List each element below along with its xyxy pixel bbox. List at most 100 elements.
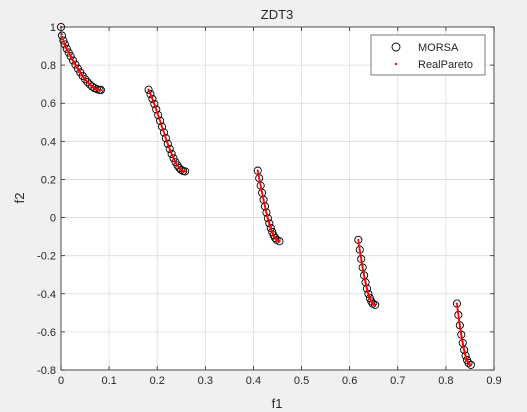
real-pareto-point: [360, 262, 364, 265]
real-pareto-point: [456, 304, 459, 307]
y-axis-title: f2: [12, 193, 27, 204]
real-pareto-point: [359, 251, 362, 255]
morsa-point: [71, 60, 80, 69]
y-tick-label: -0.8: [37, 365, 56, 377]
real-pareto-point: [258, 177, 261, 180]
real-pareto-point: [153, 103, 156, 106]
real-pareto-point: [164, 136, 167, 139]
real-pareto-point: [457, 313, 460, 316]
real-pareto-point: [260, 189, 263, 193]
morsa-point: [152, 105, 161, 114]
real-pareto-series: [59, 25, 473, 367]
real-pareto-point: [257, 171, 260, 174]
morsa-point: [165, 144, 174, 154]
morsa-point: [150, 99, 159, 109]
real-pareto-point: [156, 112, 159, 115]
real-pareto-point: [456, 308, 459, 311]
legend-realpareto-label: RealPareto: [418, 59, 473, 71]
x-tick-label: 0: [58, 375, 64, 387]
morsa-point: [466, 360, 475, 369]
real-pareto-point: [61, 38, 65, 41]
real-pareto-point: [152, 102, 156, 105]
real-pareto-point: [361, 264, 364, 267]
y-tick-label: 0.6: [41, 98, 56, 110]
real-pareto-point: [157, 114, 160, 117]
chart-title: ZDT3: [261, 7, 294, 22]
real-pareto-point: [155, 110, 159, 113]
morsa-point: [62, 44, 71, 53]
real-pareto-point: [358, 250, 362, 253]
real-pareto-point: [360, 257, 363, 260]
legend: MORSA RealPareto: [370, 34, 486, 76]
axes-box: [60, 26, 495, 371]
real-pareto-point: [166, 143, 170, 146]
real-pareto-point: [262, 198, 265, 201]
morsa-point: [146, 90, 155, 99]
real-pareto-point: [357, 242, 360, 245]
real-pareto-point: [358, 244, 361, 247]
y-tick-label: -0.2: [37, 251, 56, 263]
real-pareto-point: [456, 309, 459, 313]
real-pareto-point: [358, 246, 361, 249]
morsa-point: [161, 134, 170, 143]
real-pareto-point: [259, 184, 262, 187]
real-pareto-point: [360, 259, 363, 262]
real-pareto-point: [458, 321, 461, 325]
real-pareto-point: [163, 134, 167, 137]
real-pareto-point: [457, 318, 461, 321]
real-pareto-point: [161, 127, 164, 130]
x-tick-label: 0.7: [390, 375, 405, 387]
real-pareto-point: [257, 175, 260, 178]
y-tick-label: 0.4: [41, 136, 56, 148]
y-tick-label: 0.8: [41, 60, 56, 72]
real-pareto-point: [359, 255, 362, 258]
real-pareto-point: [158, 117, 161, 121]
real-pareto-point: [162, 129, 165, 132]
y-tick-label: -0.4: [37, 289, 56, 301]
real-pareto-point: [262, 197, 265, 200]
x-tick-label: 0.4: [246, 375, 261, 387]
x-tick-label: 0.1: [101, 375, 116, 387]
real-pareto-point: [155, 108, 158, 112]
x-axis-title: f1: [272, 396, 283, 411]
morsa-point: [88, 82, 97, 91]
real-pareto-point: [360, 260, 363, 263]
x-tick-label: 0.6: [342, 375, 357, 387]
real-pareto-point: [256, 169, 259, 172]
real-pareto-point: [62, 40, 65, 43]
real-pareto-point: [159, 119, 162, 123]
real-pareto-point: [259, 182, 262, 185]
real-pareto-point: [357, 240, 360, 243]
x-tick-label: 0.3: [198, 375, 213, 387]
morsa-point: [83, 77, 92, 87]
morsa-point: [371, 300, 380, 309]
real-pareto-point: [160, 123, 163, 126]
legend-box: [370, 34, 486, 76]
morsa-point: [159, 128, 169, 137]
real-pareto-point: [99, 88, 103, 92]
y-tick-label: 0: [50, 213, 56, 225]
morsa-point: [66, 52, 75, 61]
morsa-point: [275, 237, 284, 246]
morsa-point: [169, 154, 178, 163]
real-pareto-point: [358, 248, 361, 251]
real-pareto-point: [165, 139, 168, 143]
real-pareto-point: [160, 125, 164, 128]
morsa-point: [177, 165, 186, 174]
morsa-point: [81, 75, 90, 84]
real-pareto-point: [458, 320, 461, 323]
real-pareto-point: [257, 173, 260, 176]
y-tick-label: -0.6: [37, 327, 56, 339]
real-pareto-point: [262, 200, 266, 203]
morsa-point: [464, 359, 473, 368]
real-pareto-point: [456, 306, 459, 309]
real-pareto-point: [374, 303, 377, 306]
real-pareto-point: [163, 132, 166, 135]
real-pareto-point: [261, 193, 264, 196]
real-pareto-point: [258, 178, 261, 182]
real-pareto-point: [359, 253, 362, 256]
legend-morsa-label: MORSA: [418, 42, 459, 54]
plot-area: [61, 27, 494, 370]
